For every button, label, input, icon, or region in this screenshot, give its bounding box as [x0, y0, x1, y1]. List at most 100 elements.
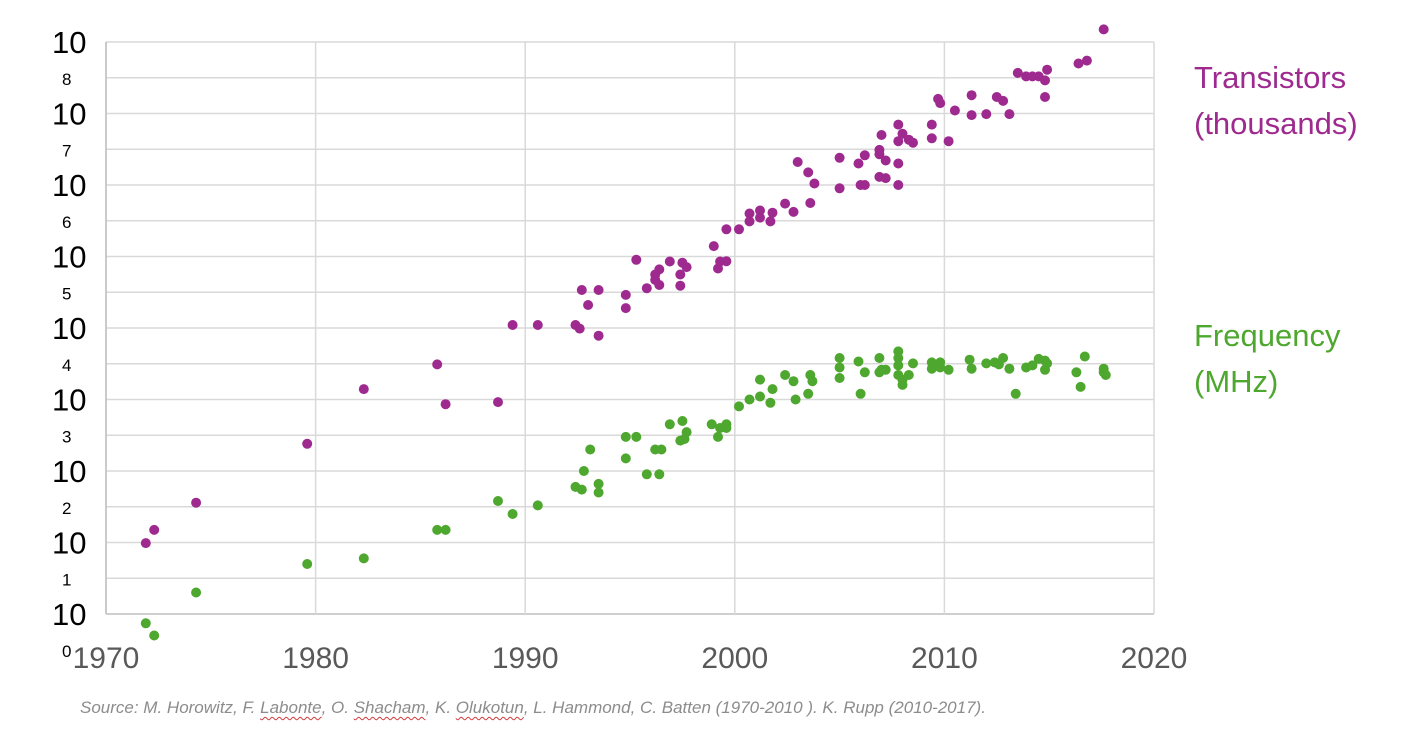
- frequency-point: [1075, 381, 1086, 392]
- frequency-point: [1042, 358, 1053, 369]
- y-tick-label-base: 10: [52, 597, 86, 632]
- transistor-point: [880, 173, 891, 184]
- y-tick-label-exponent: 5: [62, 285, 71, 304]
- frequency-point: [358, 553, 369, 564]
- transistor-point: [149, 524, 160, 535]
- transistor-point: [834, 183, 845, 194]
- y-tick-label-base: 10: [52, 25, 86, 60]
- source-sep-2: , K.: [425, 698, 456, 717]
- frequency-point: [1100, 370, 1111, 380]
- transistor-point: [593, 330, 604, 341]
- frequency-point: [966, 363, 977, 374]
- y-tick-label-exponent: 4: [62, 356, 71, 375]
- y-tick-label-base: 10: [52, 168, 86, 203]
- y-tick-label-exponent: 1: [62, 571, 71, 590]
- transistor-point: [859, 180, 870, 190]
- frequency-point: [755, 391, 765, 402]
- frequency-point: [593, 478, 604, 489]
- frequency-point: [631, 431, 642, 442]
- y-tick-label-base: 10: [52, 240, 86, 275]
- legend: Transistors (thousands) Frequency (MHz): [1194, 60, 1358, 399]
- frequency-point: [593, 487, 604, 498]
- series-transistors: [140, 24, 1109, 549]
- frequency-point: [191, 587, 202, 598]
- frequency-point: [1027, 360, 1038, 371]
- y-tick-label-exponent: 6: [62, 213, 71, 232]
- frequency-point: [935, 362, 946, 373]
- frequency-point: [578, 466, 589, 476]
- transistor-point: [966, 90, 977, 101]
- source-suffix: , L. Hammond, C. Batten (1970-2010 ). K.…: [523, 698, 986, 717]
- frequency-point: [853, 356, 864, 367]
- x-tick-label: 2010: [911, 642, 978, 675]
- frequency-point: [734, 401, 744, 412]
- transistor-point: [803, 167, 814, 178]
- transistor-point: [926, 133, 937, 144]
- frequency-point: [713, 431, 723, 442]
- frequency-point: [834, 362, 845, 373]
- frequency-point: [874, 353, 885, 363]
- transistor-point: [493, 397, 503, 408]
- frequency-point: [302, 559, 313, 569]
- transistor-point: [574, 323, 585, 334]
- y-axis-ticks: 10 8 10 7 10 6 10 5 10 4 10 3 10 2 10 1 10 0: [52, 25, 86, 661]
- transistor-point: [908, 137, 918, 148]
- transistor-point: [834, 152, 845, 163]
- frequency-point: [981, 358, 992, 369]
- transistor-point: [620, 303, 631, 314]
- transistor-point: [981, 109, 992, 120]
- frequency-point: [834, 373, 845, 383]
- frequency-point: [641, 469, 652, 480]
- frequency-point: [926, 357, 937, 368]
- transistor-point: [1040, 75, 1050, 86]
- frequency-point: [149, 630, 160, 641]
- source-name-shacham: Shacham: [353, 698, 426, 717]
- transistor-point: [966, 110, 977, 121]
- frequency-point: [834, 353, 845, 363]
- transistor-point: [998, 95, 1009, 106]
- transistor-point: [675, 269, 686, 280]
- transistor-point: [788, 206, 799, 217]
- frequency-point: [903, 370, 914, 380]
- frequency-point: [432, 524, 443, 535]
- y-tick-label-exponent: 3: [62, 428, 71, 447]
- transistor-point: [681, 262, 692, 273]
- frequency-point: [1010, 388, 1021, 399]
- transistor-point: [853, 158, 864, 169]
- transistor-point: [926, 119, 937, 130]
- frequency-point: [788, 376, 799, 387]
- transistor-point: [1098, 24, 1109, 35]
- transistor-point: [792, 157, 803, 167]
- y-tick-label-base: 10: [52, 383, 86, 418]
- frequency-point: [859, 367, 870, 378]
- y-tick-label-base: 10: [52, 454, 86, 489]
- transistor-point: [943, 136, 954, 147]
- transistor-point: [1081, 55, 1092, 66]
- frequency-point: [893, 346, 904, 357]
- frequency-point: [706, 419, 717, 430]
- transistor-point: [1004, 109, 1015, 120]
- source-prefix: Source: M. Horowitz, F.: [80, 698, 261, 717]
- frequency-point: [780, 370, 791, 380]
- frequency-point: [1079, 351, 1090, 362]
- frequency-point: [893, 360, 904, 371]
- frequency-point: [493, 496, 503, 506]
- frequency-point: [620, 431, 631, 442]
- transistor-point: [721, 224, 732, 235]
- legend-frequency-line: Frequency: [1194, 318, 1341, 353]
- frequency-point: [681, 427, 692, 438]
- transistor-point: [744, 216, 755, 227]
- y-tick-label-base: 10: [52, 311, 86, 346]
- y-tick-label-exponent: 0: [62, 642, 71, 661]
- y-tick-label-exponent: 8: [62, 70, 71, 89]
- transistor-point: [583, 300, 594, 310]
- frequency-point: [656, 444, 667, 455]
- transistor-point: [744, 208, 755, 219]
- frequency-point: [721, 423, 732, 433]
- legend-transistors-line: (thousands): [1194, 106, 1358, 141]
- transistor-point: [809, 178, 820, 189]
- frequency-point: [908, 358, 918, 369]
- legend-transistors-line: Transistors: [1194, 60, 1346, 95]
- frequency-point: [897, 379, 908, 390]
- source-sep-1: , O.: [321, 698, 354, 717]
